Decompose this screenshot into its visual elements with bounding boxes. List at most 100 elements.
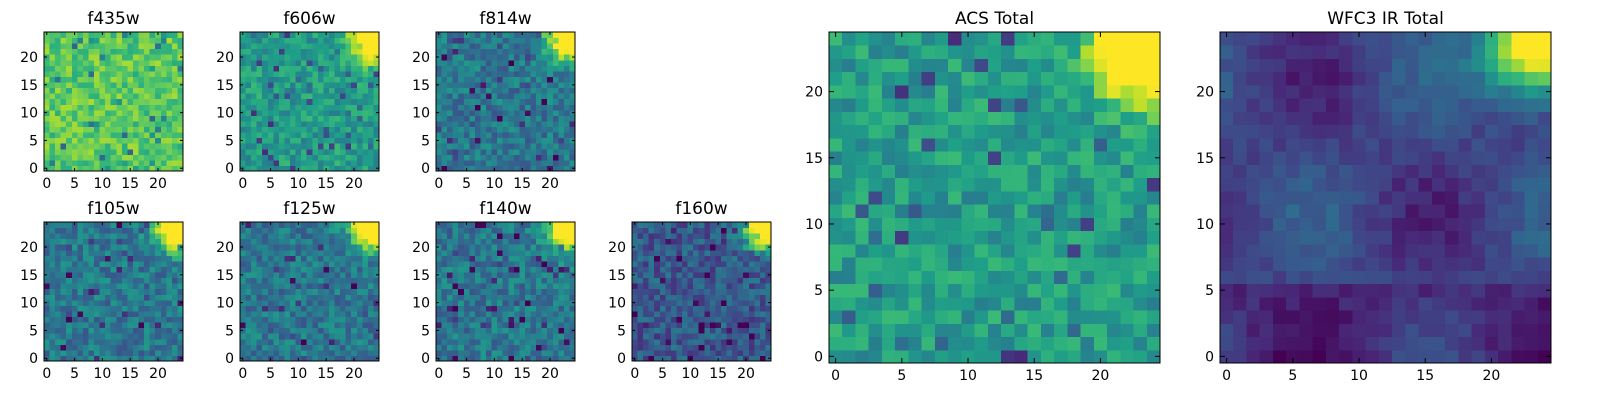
y-tick-label: 15	[412, 78, 430, 94]
heat-cell	[273, 82, 280, 89]
heat-cell	[240, 65, 247, 72]
heat-cell	[105, 148, 112, 155]
heat-cell	[44, 283, 51, 290]
heat-cell	[82, 93, 89, 100]
heat-cell	[245, 54, 252, 61]
heat-cell	[155, 222, 162, 229]
heat-cell	[345, 76, 352, 83]
heat-cell	[513, 255, 520, 262]
heat-cell	[547, 294, 554, 301]
heat-cell	[306, 333, 313, 340]
heat-cell	[665, 288, 672, 295]
heat-cell	[868, 190, 883, 205]
heat-cell	[558, 238, 565, 245]
heat-cell	[452, 126, 459, 133]
heat-cell	[486, 310, 493, 318]
heat-cell	[334, 59, 341, 66]
x-tick-label: 5	[70, 366, 79, 382]
heat-cell	[855, 204, 870, 218]
heat-cell	[682, 288, 689, 295]
y-tick-label: 20	[20, 240, 38, 256]
heat-cell	[441, 333, 448, 340]
heat-cell	[284, 277, 291, 284]
heat-cell	[262, 288, 269, 295]
heat-cell	[290, 120, 297, 128]
heat-cell	[262, 233, 269, 240]
heat-cell	[267, 154, 274, 161]
heat-cell	[552, 109, 559, 116]
heat-cell	[345, 322, 352, 329]
heat-cell	[497, 255, 504, 262]
heat-cell	[480, 65, 487, 72]
heat-cell	[290, 54, 297, 61]
heat-cell	[541, 333, 548, 340]
heat-cell	[94, 333, 101, 340]
heat-cell	[541, 277, 548, 284]
heat-cell	[373, 148, 380, 155]
heat-cell	[55, 244, 62, 251]
heat-cell	[301, 344, 308, 351]
heat-cell	[682, 327, 689, 334]
heat-cell	[323, 48, 330, 55]
heat-cell	[563, 59, 570, 66]
heat-cell	[463, 249, 470, 256]
heat-cell	[301, 87, 308, 94]
heat-cell	[436, 98, 443, 105]
heat-cell	[486, 305, 493, 312]
heat-cell	[367, 349, 374, 356]
heat-cell	[709, 288, 716, 295]
heat-cell	[558, 154, 565, 161]
heat-cell	[290, 288, 297, 295]
heat-cell	[1080, 177, 1095, 192]
panel-title: f814w	[479, 9, 531, 29]
heat-cell	[345, 299, 352, 306]
heat-cell	[312, 238, 319, 245]
heat-cell	[563, 322, 570, 329]
heat-cell	[676, 316, 683, 323]
heat-cell	[256, 327, 263, 334]
heat-cell	[743, 244, 750, 251]
heat-cell	[524, 109, 532, 116]
heat-cell	[340, 120, 347, 128]
heat-cell	[105, 322, 112, 329]
heat-cell	[704, 344, 711, 351]
heat-cell	[987, 177, 1002, 192]
heat-cell	[704, 255, 711, 262]
heat-cell	[99, 333, 106, 340]
heat-cell	[138, 333, 145, 340]
heat-cell	[290, 333, 297, 340]
heat-cell	[648, 249, 655, 256]
heat-cell	[502, 159, 509, 166]
y-tick-label: 20	[216, 240, 234, 256]
heat-cell	[110, 344, 117, 351]
heat-cell	[1120, 177, 1135, 192]
heat-cell	[447, 87, 454, 94]
heat-cell	[155, 233, 162, 240]
heat-cell	[88, 120, 95, 128]
heat-cell	[256, 132, 263, 139]
heat-cell	[458, 54, 465, 61]
heat-cell	[480, 233, 487, 240]
heat-cell	[458, 87, 465, 94]
heat-cell	[245, 148, 252, 155]
heat-cell	[452, 299, 459, 306]
heat-cell	[240, 120, 247, 128]
heat-cell	[458, 272, 465, 279]
heat-cell	[94, 115, 101, 122]
heat-cell	[49, 266, 56, 273]
heat-cell	[340, 327, 347, 334]
heat-cell	[687, 294, 694, 301]
heat-cell	[256, 333, 263, 340]
heat-cell	[262, 59, 269, 66]
heat-cell	[547, 54, 554, 61]
heat-cell	[513, 104, 520, 111]
heat-cell	[155, 104, 162, 111]
heat-cell	[961, 204, 976, 218]
heat-cell	[71, 70, 78, 77]
heat-cell	[132, 310, 140, 318]
heat-cell	[637, 333, 644, 340]
heat-cell	[486, 249, 493, 256]
heat-cell	[665, 299, 672, 306]
heat-cell	[49, 93, 56, 100]
heat-cell	[132, 266, 140, 273]
